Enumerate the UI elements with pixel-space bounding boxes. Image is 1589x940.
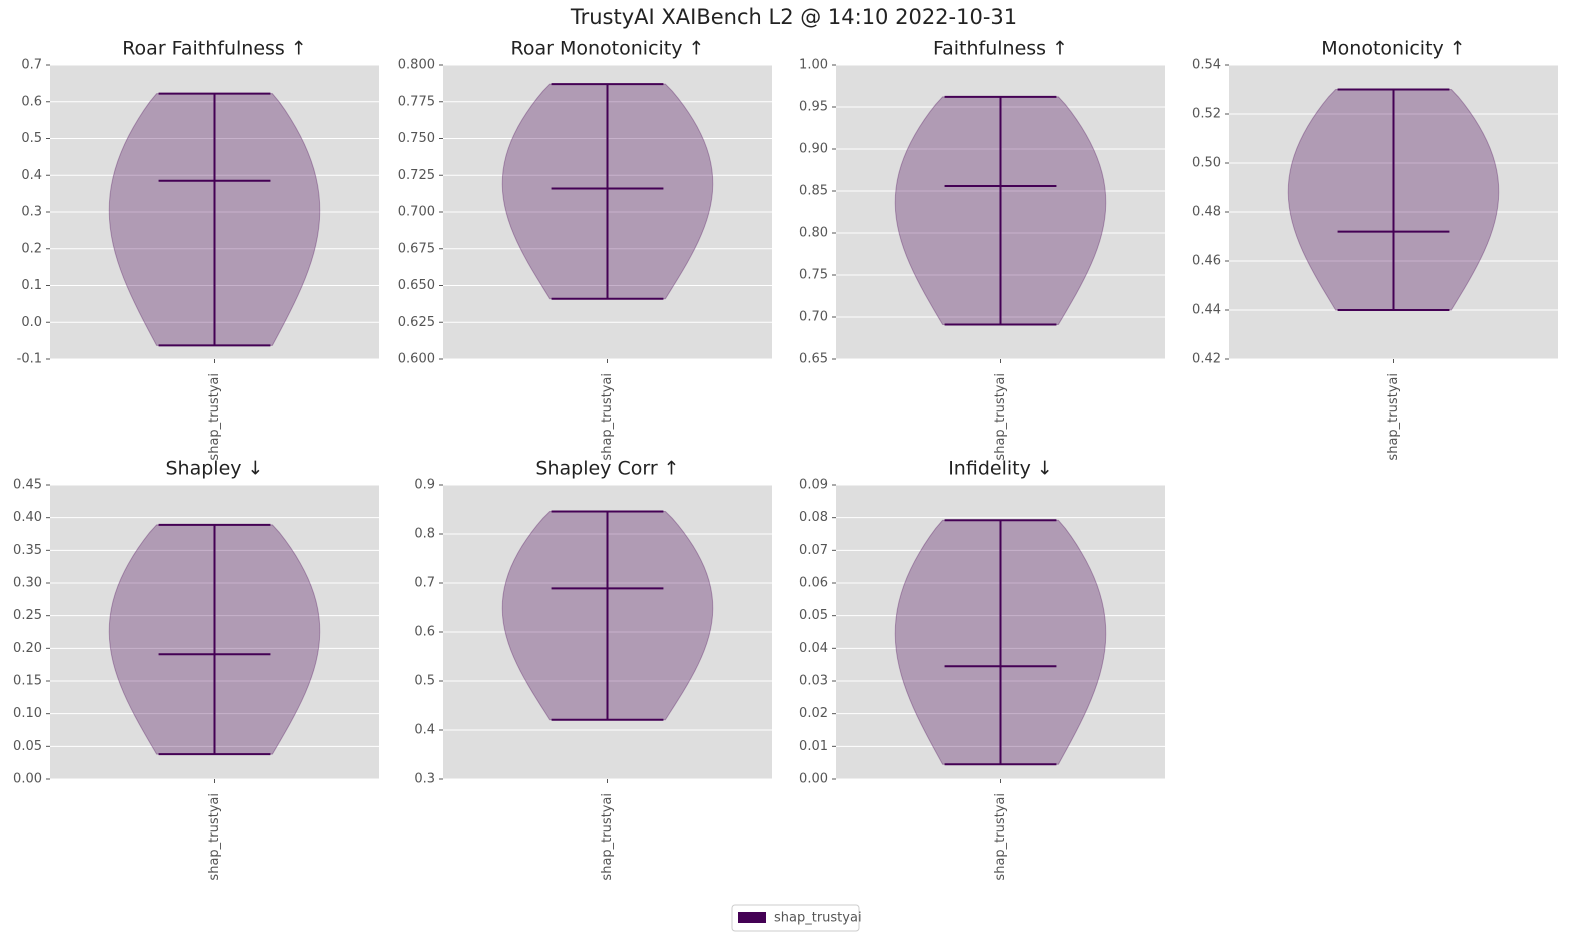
chart-title: Shapley ↓ bbox=[166, 458, 264, 480]
y-tick-label: 0.7 bbox=[21, 58, 42, 73]
y-tick-label: 0.6 bbox=[414, 625, 435, 640]
y-tick-label: 0.70 bbox=[799, 310, 828, 325]
y-tick-label: 0.35 bbox=[13, 543, 42, 558]
y-tick-label: 0.48 bbox=[1192, 205, 1221, 220]
y-tick-label: 0.90 bbox=[799, 142, 828, 157]
y-tick-label: 0.52 bbox=[1192, 107, 1221, 122]
y-tick-label: 0.700 bbox=[398, 205, 435, 220]
y-tick-label: 0.75 bbox=[799, 268, 828, 283]
y-tick-label: 0.6 bbox=[21, 94, 42, 109]
y-tick-label: 0.2 bbox=[21, 241, 42, 256]
y-tick-label: 0.4 bbox=[21, 168, 42, 183]
x-tick-label: shap_trustyai bbox=[600, 793, 615, 881]
y-tick-label: 0.01 bbox=[799, 739, 828, 754]
y-tick-label: 0.06 bbox=[799, 576, 828, 591]
y-tick-label: 0.0 bbox=[21, 315, 42, 330]
chart-title: Infidelity ↓ bbox=[948, 458, 1053, 480]
y-tick-label: 0.675 bbox=[398, 241, 435, 256]
y-tick-label: 0.50 bbox=[1192, 156, 1221, 171]
y-tick-label: 0.3 bbox=[21, 205, 42, 220]
y-tick-label: 0.03 bbox=[799, 674, 828, 689]
y-tick-label: 0.85 bbox=[799, 184, 828, 199]
legend-swatch bbox=[738, 912, 766, 923]
legend-box bbox=[731, 904, 860, 932]
y-tick-label: 0.95 bbox=[799, 100, 828, 115]
y-tick-label: 0.46 bbox=[1192, 254, 1221, 269]
x-tick-label: shap_trustyai bbox=[207, 793, 222, 881]
y-tick-label: 0.650 bbox=[398, 278, 435, 293]
y-tick-label: 0.600 bbox=[398, 352, 435, 367]
y-tick-label: 0.625 bbox=[398, 315, 435, 330]
chart-title: Shapley Corr ↑ bbox=[535, 458, 679, 480]
chart-title: Roar Faithfulness ↑ bbox=[122, 38, 307, 60]
y-tick-label: 0.04 bbox=[799, 641, 828, 656]
y-tick-label: 0.30 bbox=[13, 576, 42, 591]
y-tick-label: 0.9 bbox=[414, 478, 435, 493]
y-tick-label: 0.05 bbox=[799, 608, 828, 623]
y-tick-label: 0.8 bbox=[414, 527, 435, 542]
y-tick-label: 0.42 bbox=[1192, 352, 1221, 367]
x-tick-label: shap_trustyai bbox=[207, 373, 222, 461]
y-tick-label: -0.1 bbox=[17, 352, 42, 367]
chart-title: Faithfulness ↑ bbox=[933, 38, 1068, 60]
y-tick-label: 0.08 bbox=[799, 510, 828, 525]
y-tick-label: 0.25 bbox=[13, 608, 42, 623]
y-tick-label: 0.5 bbox=[21, 131, 42, 146]
y-tick-label: 0.54 bbox=[1192, 58, 1221, 73]
y-tick-label: 0.09 bbox=[799, 478, 828, 493]
y-tick-label: 0.7 bbox=[414, 576, 435, 591]
x-tick-label: shap_trustyai bbox=[993, 793, 1008, 881]
y-tick-label: 0.40 bbox=[13, 510, 42, 525]
y-tick-label: 0.800 bbox=[398, 58, 435, 73]
figure-title: TrustyAI XAIBench L2 @ 14:10 2022-10-31 bbox=[570, 5, 1017, 29]
y-tick-label: 0.10 bbox=[13, 706, 42, 721]
y-tick-label: 0.3 bbox=[414, 772, 435, 787]
y-tick-label: 0.05 bbox=[13, 739, 42, 754]
y-tick-label: 0.725 bbox=[398, 168, 435, 183]
y-tick-label: 0.65 bbox=[799, 352, 828, 367]
legend-label: shap_trustyai bbox=[774, 911, 862, 926]
y-tick-label: 0.775 bbox=[398, 94, 435, 109]
y-tick-label: 0.02 bbox=[799, 706, 828, 721]
y-tick-label: 0.5 bbox=[414, 674, 435, 689]
x-tick-label: shap_trustyai bbox=[993, 373, 1008, 461]
x-tick-label: shap_trustyai bbox=[600, 373, 615, 461]
y-tick-label: 0.20 bbox=[13, 641, 42, 656]
y-tick-label: 0.1 bbox=[21, 278, 42, 293]
chart-title: Roar Monotonicity ↑ bbox=[511, 38, 705, 60]
x-tick-label: shap_trustyai bbox=[1386, 373, 1401, 461]
y-tick-label: 1.00 bbox=[799, 58, 828, 73]
y-tick-label: 0.80 bbox=[799, 226, 828, 241]
chart-title: Monotonicity ↑ bbox=[1321, 38, 1465, 60]
y-tick-label: 0.44 bbox=[1192, 303, 1221, 318]
y-tick-label: 0.45 bbox=[13, 478, 42, 493]
y-tick-label: 0.15 bbox=[13, 674, 42, 689]
y-tick-label: 0.00 bbox=[13, 772, 42, 787]
y-tick-label: 0.07 bbox=[799, 543, 828, 558]
y-tick-label: 0.750 bbox=[398, 131, 435, 146]
y-tick-label: 0.00 bbox=[799, 772, 828, 787]
y-tick-label: 0.4 bbox=[414, 723, 435, 738]
